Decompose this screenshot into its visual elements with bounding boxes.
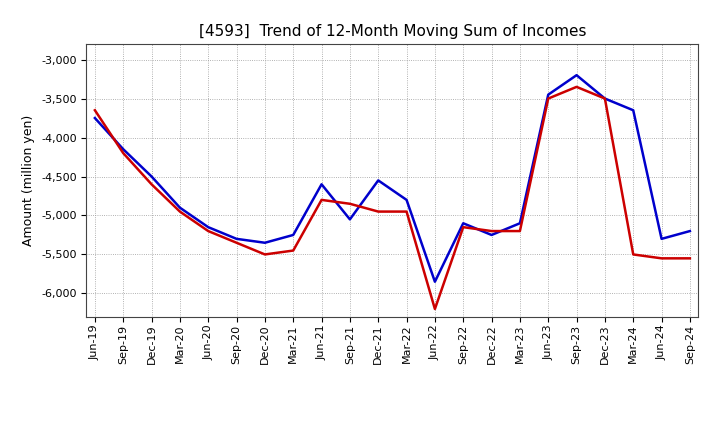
Net Income	[148, 182, 156, 187]
Ordinary Income	[544, 92, 552, 97]
Net Income	[204, 228, 212, 234]
Ordinary Income	[374, 178, 382, 183]
Line: Net Income: Net Income	[95, 87, 690, 309]
Ordinary Income	[431, 279, 439, 284]
Ordinary Income	[204, 224, 212, 230]
Title: [4593]  Trend of 12-Month Moving Sum of Incomes: [4593] Trend of 12-Month Moving Sum of I…	[199, 24, 586, 39]
Net Income	[289, 248, 297, 253]
Ordinary Income	[572, 73, 581, 78]
Net Income	[572, 84, 581, 89]
Net Income	[459, 224, 467, 230]
Net Income	[346, 201, 354, 206]
Net Income	[176, 209, 184, 214]
Net Income	[119, 150, 127, 156]
Ordinary Income	[402, 197, 411, 202]
Ordinary Income	[148, 174, 156, 179]
Ordinary Income	[289, 232, 297, 238]
Net Income	[685, 256, 694, 261]
Net Income	[91, 108, 99, 113]
Net Income	[261, 252, 269, 257]
Net Income	[318, 197, 326, 202]
Ordinary Income	[600, 96, 609, 101]
Ordinary Income	[318, 182, 326, 187]
Ordinary Income	[261, 240, 269, 246]
Net Income	[657, 256, 666, 261]
Ordinary Income	[176, 205, 184, 210]
Net Income	[431, 306, 439, 312]
Ordinary Income	[487, 232, 496, 238]
Net Income	[402, 209, 411, 214]
Ordinary Income	[459, 220, 467, 226]
Net Income	[600, 96, 609, 101]
Ordinary Income	[91, 115, 99, 121]
Net Income	[629, 252, 637, 257]
Net Income	[544, 96, 552, 101]
Ordinary Income	[657, 236, 666, 242]
Ordinary Income	[119, 147, 127, 152]
Net Income	[233, 240, 241, 246]
Ordinary Income	[629, 108, 637, 113]
Ordinary Income	[346, 217, 354, 222]
Line: Ordinary Income: Ordinary Income	[95, 75, 690, 282]
Ordinary Income	[516, 220, 524, 226]
Net Income	[374, 209, 382, 214]
Y-axis label: Amount (million yen): Amount (million yen)	[22, 115, 35, 246]
Net Income	[516, 228, 524, 234]
Net Income	[487, 228, 496, 234]
Ordinary Income	[685, 228, 694, 234]
Ordinary Income	[233, 236, 241, 242]
